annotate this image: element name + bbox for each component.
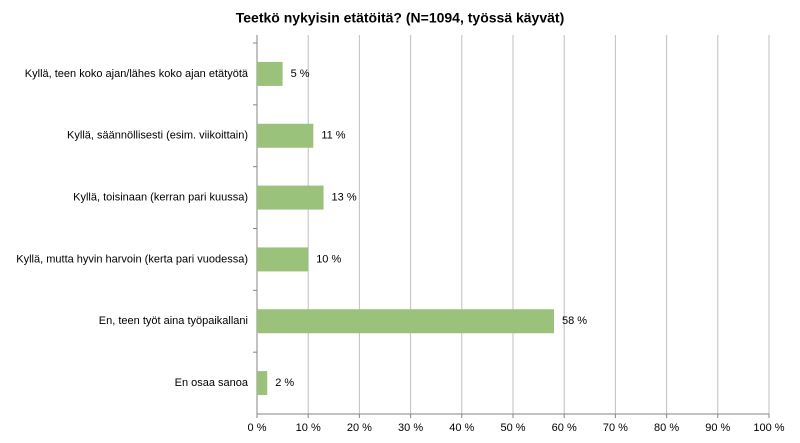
x-tick-label: 80 % xyxy=(654,422,679,434)
x-tick-label: 70 % xyxy=(603,422,628,434)
y-tick-label: Kyllä, säännöllisesti (esim. viikoittain… xyxy=(67,130,248,142)
bar xyxy=(257,247,309,272)
x-tick-label: 40 % xyxy=(449,422,474,434)
bar xyxy=(257,185,324,210)
x-tick-label: 10 % xyxy=(296,422,321,434)
bar xyxy=(257,61,283,86)
y-tick-label: Kyllä, mutta hyvin harvoin (kerta pari v… xyxy=(16,253,248,265)
x-tick-label: 30 % xyxy=(398,422,423,434)
x-tick-label: 90 % xyxy=(705,422,730,434)
data-label: 10 % xyxy=(316,253,341,265)
y-tick-label: Kyllä, toisinaan (kerran pari kuussa) xyxy=(73,191,248,203)
x-tick-label: 100 % xyxy=(753,422,784,434)
bar xyxy=(257,123,314,148)
y-tick-label: En, teen työt aina työpaikallani xyxy=(99,315,248,327)
y-tick-label: En osaa sanoa xyxy=(175,377,249,389)
data-label: 5 % xyxy=(291,68,310,80)
chart-title: Teetkö nykyisin etätöitä? (N=1094, työss… xyxy=(236,10,565,26)
y-tick-label: Kyllä, teen koko ajan/lähes koko ajan et… xyxy=(25,68,249,80)
x-tick-label: 50 % xyxy=(500,422,525,434)
bar xyxy=(257,371,268,396)
x-tick-label: 0 % xyxy=(248,422,267,434)
bar xyxy=(257,309,554,334)
x-tick-label: 60 % xyxy=(552,422,577,434)
data-label: 58 % xyxy=(562,315,587,327)
x-tick-label: 20 % xyxy=(347,422,372,434)
data-label: 11 % xyxy=(321,130,345,142)
data-label: 2 % xyxy=(275,377,294,389)
data-label: 13 % xyxy=(332,191,357,203)
